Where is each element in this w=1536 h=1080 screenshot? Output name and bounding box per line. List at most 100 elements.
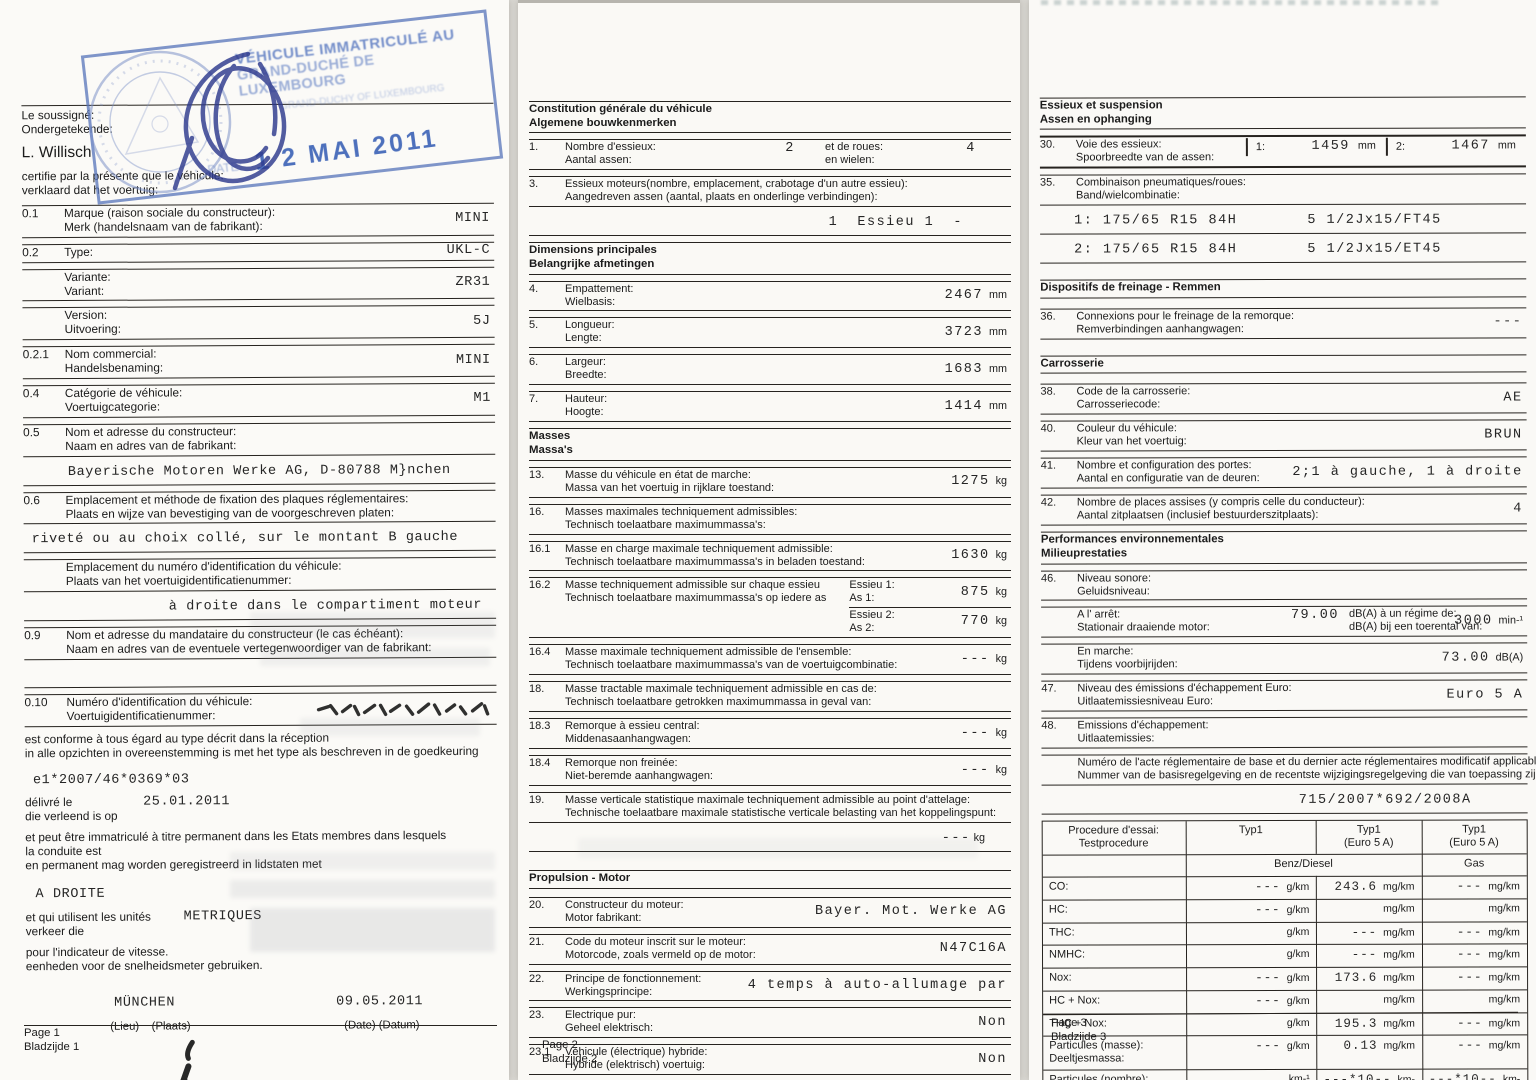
value-unit: mg/km — [1383, 902, 1415, 915]
emissions-label: CO: — [1042, 876, 1186, 900]
label-fr: Connexions pour le freinage de la remorq… — [1076, 309, 1295, 323]
field-number: 38. — [1040, 386, 1056, 399]
field-label: Numéro d'identification du véhicule: Voer… — [66, 694, 253, 724]
value-text: Euro 5 A — [1446, 687, 1524, 703]
horizontal-rule — [21, 102, 494, 107]
field-number: 35. — [1039, 176, 1056, 189]
tyre-size-value: 1: 175/65 R15 84H — [1074, 213, 1238, 229]
field-number: 41. — [1040, 459, 1057, 472]
label-nl: Technisch toelaatbare maximummassa's in … — [565, 555, 865, 568]
field-46-: 46. Niveau sonore: Geluidsniveau: — [1041, 568, 1528, 602]
label-nl: Voertuigcategorie: — [64, 399, 161, 414]
value-unit: dB(A) — [1495, 651, 1524, 664]
emissions-value-3: --- mg/km — [1421, 1011, 1528, 1035]
track-cell-2: 2: 1467 mm — [1385, 137, 1526, 157]
emissions-value-2: mg/km — [1316, 898, 1422, 922]
value-text: MINI — [455, 211, 491, 227]
emissions-value-2: mg/km — [1316, 989, 1422, 1013]
emissions-row: THC + Nox: g/km 195.3 mg/km --- mg/km — [1043, 1011, 1528, 1036]
field-number: 20. — [529, 898, 545, 911]
field-vin-location: Emplacement du numéro d'identification d… — [23, 557, 496, 593]
field-label: Nombre d'essieux: Aantal assen: — [565, 141, 755, 167]
label-fr: Electrique pur: — [565, 1009, 636, 1022]
field-number: 0.4 — [22, 386, 40, 401]
field-0-2: 0.2 Type: UKL-C — [22, 241, 495, 263]
field-4-: 4. Empattement: Wielbasis: 2467 mm — [529, 280, 1011, 312]
field-label: Empattement: Wielbasis: — [565, 283, 633, 309]
label-nl: Uitlaatemissies: — [1077, 732, 1155, 745]
field-value: Non — [978, 1052, 1007, 1068]
label-fr: Remorque à essieu central: — [565, 720, 700, 733]
text-nl: eenheden voor de snelheidsmeter gebruike… — [25, 957, 263, 973]
header-typ1-euro5a: Typ1 (Euro 5 A) — [1316, 820, 1422, 854]
speedometer-statement: pour l'indicateur de vitesse. eenheden vo… — [26, 943, 498, 973]
value-text: 1683 — [944, 361, 983, 377]
value-text: 715/2007*692/2008A — [1298, 792, 1472, 809]
label-nl: Motor fabrikant: — [565, 911, 642, 924]
label-nl: Massa van het voertuig in rijklare toest… — [565, 481, 775, 494]
section-title-fr: Performances environnementales — [1040, 533, 1224, 546]
field-number: 21. — [529, 935, 545, 948]
field-label: Numéro de l'acte réglementaire de base e… — [1077, 756, 1536, 783]
emissions-row: HC: --- g/km mg/km mg/km — [1042, 898, 1527, 923]
label-nl: Naam en adres van de eventuele vertegenw… — [66, 640, 432, 656]
section-general-constitution: Constitution générale du véhicule Algemen… — [529, 101, 1011, 134]
wheel-count-value: 4 — [966, 141, 976, 157]
field-13-: 13. Masse du véhicule en état de marche: M… — [529, 466, 1011, 498]
section-propulsion: Propulsion - Motor — [529, 869, 1011, 889]
emissions-value-3: mg/km — [1421, 898, 1527, 922]
field-number: 42. — [1040, 496, 1057, 509]
value-unit: mg/km — [1488, 971, 1521, 984]
value-text: 1414 — [944, 398, 983, 414]
field-number: 3. — [529, 178, 539, 191]
approval-date: délivré le die verleend is op 25.01.2011 — [25, 794, 497, 824]
field-value: 1683 mm — [945, 362, 1007, 378]
field-0-9: 0.9 Nom et adresse du mandataire du const… — [24, 624, 497, 661]
registration-statement: et peut être immatriculé à titre permane… — [25, 828, 497, 873]
emissions-row: NMHC: g/km --- mg/km --- mg/km — [1042, 943, 1528, 968]
field-number: 47. — [1041, 682, 1057, 695]
field-value: 2467 mm — [945, 288, 1007, 304]
value-unit: mg/km — [1383, 1017, 1415, 1030]
track-cell-1: 1: 1459 mm — [1245, 138, 1386, 157]
manufacturer-value: Bayerische Motoren Werke AG, D-80788 M}n… — [23, 460, 496, 486]
label-nl: Aangedreven assen (aantal, plaats en ond… — [565, 191, 878, 204]
field-46-driveby: En marche: Tijdens voorbijrijden: 73.00 dB(… — [1041, 642, 1528, 675]
value-unit: mg/km — [1383, 971, 1415, 984]
emissions-table-subheader: Benz/Diesel Gas — [1042, 853, 1527, 877]
axle-fr: Essieu 1: — [849, 579, 895, 592]
value-text: 3000 — [1454, 613, 1493, 629]
value-text: 4 temps à auto-allumage par — [747, 978, 1007, 994]
emissions-value-3: mg/km — [1421, 989, 1528, 1013]
header-fr: Procedure d'essai: — [1068, 824, 1159, 837]
label-nl: Lengte: — [565, 332, 602, 345]
section-brakes: Dispositifs de freinage - Remmen — [1040, 278, 1527, 299]
label-nl: Technisch toelaatbare maximummassa's van… — [565, 659, 898, 672]
field-number: 48. — [1041, 719, 1057, 732]
emissions-table: Procedure d'essai: Testprocedure Typ1 Typ1(… — [1041, 819, 1529, 1080]
header-text: Typ1 — [1238, 824, 1263, 837]
vin-location-value: à droite dans le compartiment moteur — [23, 595, 497, 622]
value-text: --- — [1457, 1038, 1483, 1053]
field-label: Nombre et configuration des portes: Aanta… — [1077, 459, 1260, 485]
value-text: A DROITE — [35, 886, 106, 903]
field-label: Emissions d'échappement: Uitlaatemissies: — [1077, 719, 1208, 745]
field-label: Hauteur: Hoogte: — [565, 393, 607, 419]
emissions-label: THC: — [1042, 921, 1186, 945]
field-0-4: 0.4 Catégorie de véhicule: Voertuigcategor… — [22, 382, 496, 419]
page2-footer: Page 2 Bladzijde 2 — [542, 1038, 598, 1065]
field-value: --- kg — [961, 652, 1007, 668]
value-unit: mg/km — [1488, 1039, 1521, 1052]
axle-nl: As 1: — [849, 592, 875, 605]
field-number: 23. — [529, 1009, 545, 1022]
value-unit: mg/km — [1488, 948, 1520, 961]
field-label: Nom et adresse du mandataire du construc… — [66, 626, 432, 657]
emissions-value-1: g/km — [1185, 1012, 1317, 1036]
value-text: 1 Essieu 1 - — [828, 215, 963, 231]
value-text: --- — [1456, 947, 1483, 962]
field-value: 1630 kg — [951, 548, 1007, 564]
field-number: 5. — [529, 319, 539, 332]
label-nl: Technische toelaatbare maximale statisti… — [565, 807, 997, 820]
value-text: 73.00 — [1441, 650, 1490, 666]
